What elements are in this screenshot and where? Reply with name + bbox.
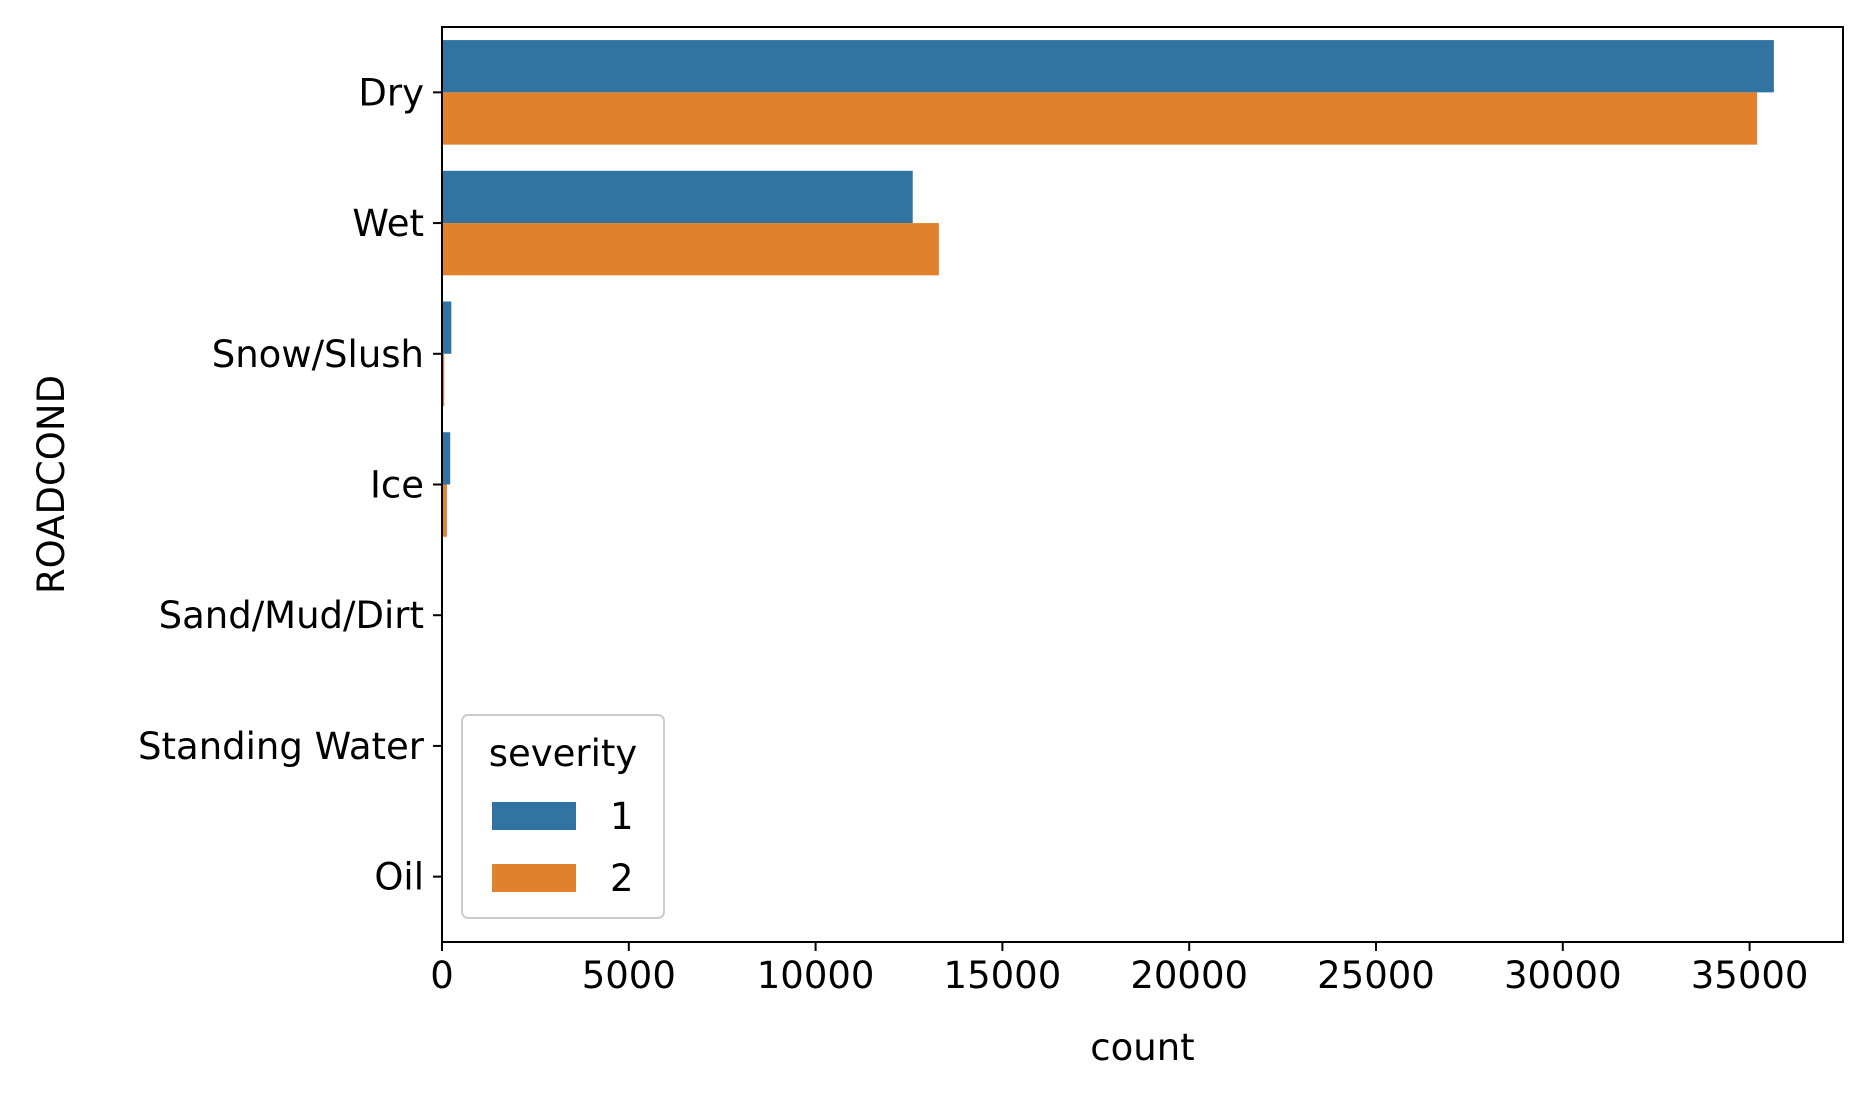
x-tick-label: 0	[430, 954, 454, 997]
legend-swatch-series-2	[492, 864, 576, 892]
x-tick-label: 25000	[1317, 954, 1435, 997]
x-tick-label: 30000	[1504, 954, 1622, 997]
y-tick-label: Snow/Slush	[212, 333, 424, 376]
x-tick-label: 15000	[944, 954, 1062, 997]
bar-wet-series-1	[442, 170, 913, 224]
y-tick-label: Ice	[370, 464, 424, 507]
x-axis-label: count	[1090, 1026, 1194, 1069]
y-tick-label: Oil	[374, 856, 424, 899]
bar-wet-series-2	[442, 223, 939, 276]
bar-ice-series-2	[442, 484, 447, 537]
bar-snow-slush-series-1	[442, 301, 452, 354]
bar-ice-series-1	[442, 432, 451, 485]
y-tick-label: Dry	[358, 71, 424, 114]
legend-swatch-series-1	[492, 802, 576, 830]
legend-label-series-2: 2	[610, 857, 634, 900]
x-tick-label: 5000	[582, 954, 676, 997]
x-tick-label: 10000	[757, 954, 875, 997]
x-tick-label: 20000	[1130, 954, 1248, 997]
x-tick-label: 35000	[1691, 954, 1809, 997]
y-tick-label: Wet	[352, 202, 424, 245]
x-axis: 0 5000 10000 15000 20000 25000 30000 35000	[430, 942, 1808, 997]
legend-title: severity	[489, 732, 638, 775]
y-axis: Dry Wet Snow/Slush Ice Sand/Mud/Dirt Standing…	[138, 71, 442, 899]
y-tick-label: Sand/Mud/Dirt	[159, 594, 424, 637]
legend-label-series-1: 1	[610, 795, 634, 838]
bar-dry-series-2	[442, 92, 1758, 145]
bar-snow-slush-series-2	[442, 353, 445, 407]
bars-group	[442, 40, 1774, 929]
y-tick-label: Standing Water	[138, 725, 425, 768]
y-axis-label: ROADCOND	[30, 375, 73, 594]
legend: severity 1 2	[461, 714, 665, 919]
bar-dry-series-1	[442, 40, 1774, 93]
